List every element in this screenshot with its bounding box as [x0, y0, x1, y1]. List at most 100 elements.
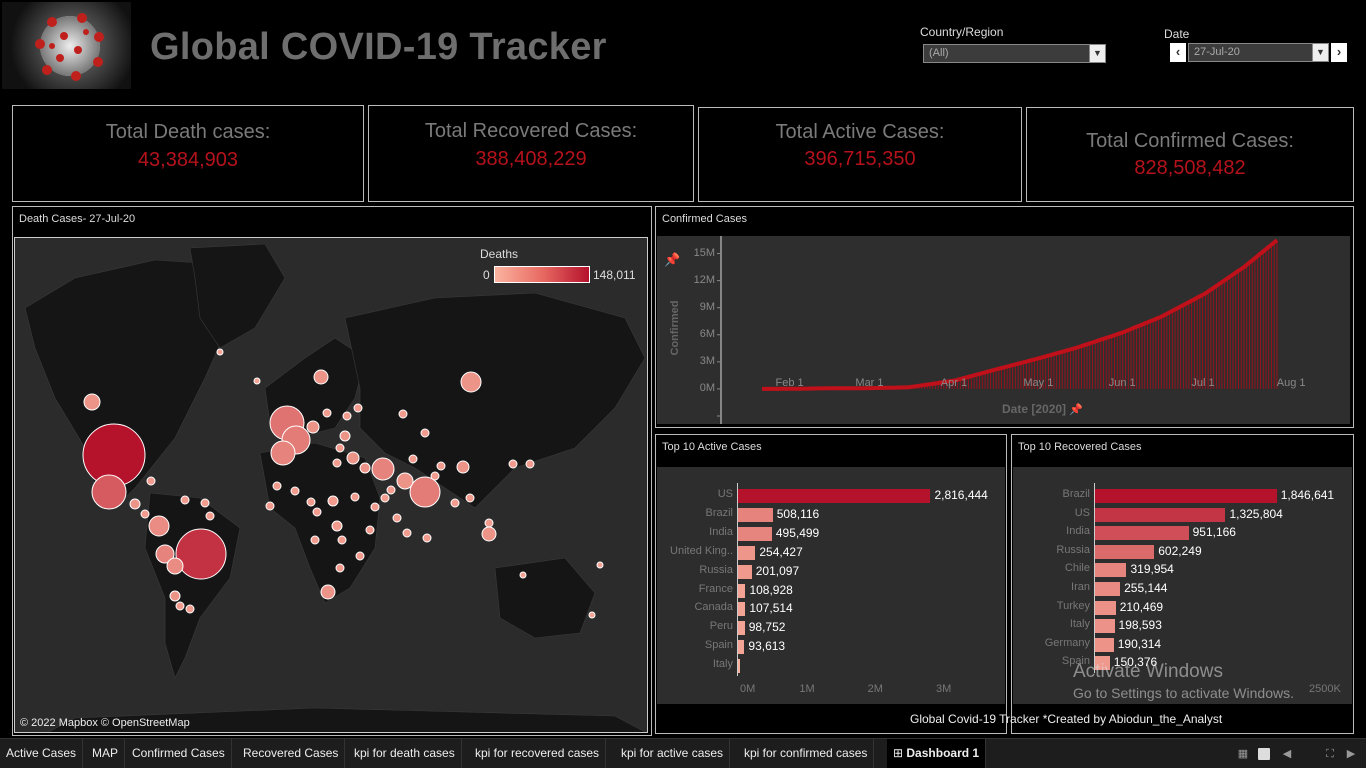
date-prev-button[interactable]: ‹ — [1170, 43, 1186, 62]
kpi-value: 388,408,229 — [475, 148, 587, 170]
death-bubble — [290, 486, 300, 496]
sheet-tab[interactable]: Recovered Cases — [237, 739, 346, 768]
bar-category-label: Russia — [1056, 543, 1090, 556]
sheet-tab[interactable]: kpi for death cases — [348, 739, 462, 768]
death-bubble — [169, 590, 181, 602]
x-axis-title: Date [2020] 📌 — [1002, 402, 1083, 416]
chevron-down-icon[interactable]: ▼ — [1312, 44, 1328, 61]
bar-value-label: 190,314 — [1117, 636, 1162, 651]
sheet-tab-label: Confirmed Cases — [132, 746, 225, 760]
sheet-tab[interactable]: Active Cases — [0, 739, 84, 768]
bar[interactable] — [738, 659, 740, 674]
bar[interactable] — [1095, 656, 1110, 671]
legend-title: Deaths — [480, 247, 519, 261]
y-tick-label: 6M — [699, 327, 715, 340]
kpi-value: 396,715,350 — [804, 148, 916, 170]
bar[interactable] — [738, 583, 746, 598]
bar-category-label: US — [1074, 506, 1090, 519]
grid-view-icon[interactable]: ▦ — [1237, 748, 1249, 760]
x-tick-label: 2M — [867, 683, 883, 695]
death-bubble — [332, 458, 342, 468]
bar[interactable] — [1095, 489, 1277, 503]
previous-sheet-icon[interactable]: ◀ — [1282, 748, 1292, 760]
bar[interactable] — [738, 489, 931, 503]
fullscreen-icon[interactable]: ⛶ — [1326, 748, 1334, 760]
death-bubble — [409, 476, 441, 508]
legend-color-scale — [494, 266, 590, 283]
bar-category-label: Italy — [712, 658, 733, 671]
bar[interactable] — [1095, 619, 1115, 634]
activate-windows-watermark: Activate Windows — [1073, 661, 1223, 682]
kpi-active-card: Total Active Cases: 396,715,350 — [698, 107, 1022, 202]
sheet-tab[interactable]: Confirmed Cases — [126, 739, 232, 768]
sheet-tab[interactable]: kpi for active cases — [615, 739, 731, 768]
bar[interactable] — [738, 602, 746, 617]
bar[interactable] — [1095, 526, 1189, 541]
next-sheet-icon[interactable]: ▶ — [1346, 748, 1356, 760]
world-map[interactable]: Deaths 0 148,011 © 2022 Mapbox © OpenStr… — [14, 237, 648, 733]
death-bubble — [420, 428, 430, 438]
bar-value-label: 319,954 — [1130, 562, 1174, 577]
bar-category-label: Russia — [699, 563, 733, 576]
sheet-tab[interactable]: MAP — [86, 739, 126, 768]
pin-icon[interactable]: 📌 — [1069, 404, 1084, 416]
death-bubble — [596, 561, 604, 569]
bar[interactable] — [738, 640, 745, 655]
death-bubble — [270, 440, 296, 466]
death-bubble — [272, 481, 282, 491]
confirmed-chart-area[interactable]: 📌 Confirmed 0M 3M 6M 9M 12M 15M Feb 1 Mar 1 Apr… — [657, 236, 1350, 424]
bar-category-label: Peru — [709, 620, 733, 633]
bar-category-label: Chile — [1064, 562, 1090, 575]
single-view-icon[interactable] — [1258, 748, 1270, 760]
death-bubble — [331, 520, 343, 532]
bar-category-label: Turkey — [1056, 599, 1090, 612]
death-bubble — [408, 454, 418, 464]
bar-value-label: 108,928 — [749, 582, 793, 597]
bar[interactable] — [1095, 600, 1116, 615]
sheet-tab[interactable]: kpi for confirmed cases — [738, 739, 875, 768]
bar[interactable] — [738, 564, 752, 579]
death-bubble — [306, 420, 320, 434]
death-bubble — [205, 511, 215, 521]
y-axis-title-wrap: Confirmed — [659, 294, 689, 364]
kpi-value: 828,508,482 — [1134, 157, 1246, 179]
death-bubble — [140, 509, 150, 519]
bar[interactable] — [738, 545, 756, 560]
sheet-tab[interactable]: kpi for recovered cases — [469, 739, 607, 768]
bar[interactable] — [1095, 637, 1114, 652]
bar-value-label: 150,376 — [1113, 655, 1158, 670]
bar[interactable] — [1095, 544, 1155, 559]
creator-note: Global Covid-19 Tracker *Created by Abio… — [910, 712, 1223, 726]
recovered-bar-chart[interactable]: Brazil 1,846,641 US 1,325,804 India 951,166 Ru… — [1013, 467, 1352, 704]
bar[interactable] — [738, 507, 773, 522]
bar-axis-line — [737, 483, 738, 676]
death-bubble — [359, 462, 371, 474]
date-select[interactable]: 27-Jul-20 ▼ — [1188, 43, 1329, 62]
chevron-down-icon[interactable]: ▼ — [1089, 45, 1105, 62]
country-filter-label: Country/Region — [920, 25, 1004, 39]
kpi-label: Total Active Cases: — [775, 121, 945, 143]
death-bubble — [148, 515, 170, 537]
bar-category-label: India — [709, 525, 733, 538]
bar[interactable] — [738, 526, 772, 541]
death-bubble — [481, 526, 497, 542]
death-bubble — [91, 474, 127, 510]
activate-windows-hint: Go to Settings to activate Windows. — [1073, 685, 1294, 701]
bar-value-label: 951,166 — [1192, 525, 1236, 540]
bar-category-label: France — [698, 582, 733, 595]
bar-value-label: 210,469 — [1119, 599, 1164, 614]
death-bubble — [465, 493, 475, 503]
date-next-button[interactable]: › — [1331, 43, 1347, 62]
active-bar-chart[interactable]: US 2,816,444 Brazil 508,116 India 495,499 Unit… — [657, 467, 1005, 704]
bar[interactable] — [1095, 507, 1226, 522]
x-tick-label: Feb 1 — [775, 377, 804, 389]
sheet-tab[interactable]: ⊞ Dashboard 1 — [887, 739, 987, 768]
bar[interactable] — [1095, 563, 1127, 578]
death-bubble — [322, 408, 332, 418]
pin-icon[interactable]: 📌 — [664, 252, 681, 267]
bar[interactable] — [1095, 582, 1121, 596]
bar[interactable] — [738, 621, 745, 636]
bar-category-label: Iran — [1071, 581, 1090, 593]
map-credit: © 2022 Mapbox © OpenStreetMap — [20, 717, 190, 729]
country-select[interactable]: (All) ▼ — [923, 44, 1106, 63]
